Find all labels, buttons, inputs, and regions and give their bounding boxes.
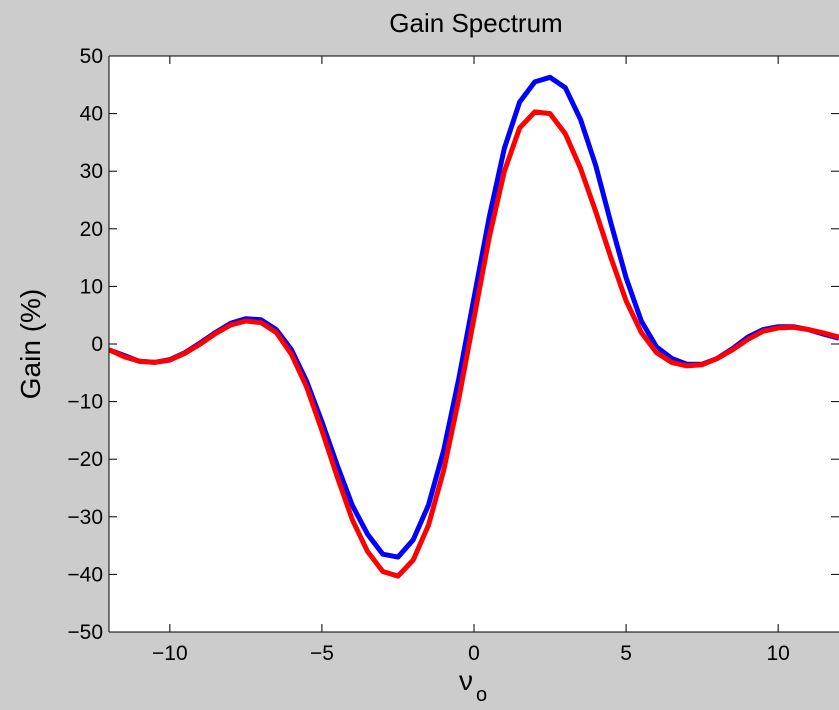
y-tick-label: 50	[80, 45, 103, 68]
series-line-1	[109, 109, 839, 579]
y-tick-label: −10	[67, 391, 103, 414]
x-tick-label: 5	[620, 642, 632, 665]
plot-area	[109, 56, 839, 632]
chart-title: Gain Spectrum	[389, 8, 562, 38]
x-axis-label: ν	[459, 665, 473, 696]
y-tick-label: 0	[91, 333, 103, 356]
x-tick-label: −10	[152, 642, 188, 665]
y-tick-label: −40	[67, 563, 103, 586]
y-tick-label: 30	[80, 160, 103, 183]
x-tick-label: 10	[766, 642, 789, 665]
series-lines	[109, 74, 839, 579]
y-tick-label: −50	[67, 621, 103, 644]
y-tick-label: −30	[67, 506, 103, 529]
x-tick-label: −5	[310, 642, 334, 665]
y-tick-label: 20	[80, 218, 103, 241]
x-tick-label: 0	[468, 642, 480, 665]
y-axis-label: Gain (%)	[15, 289, 46, 399]
y-tick-label: 40	[80, 103, 103, 126]
y-tick-label: 10	[80, 275, 103, 298]
y-tick-label: −20	[67, 448, 103, 471]
x-axis-label-subscript: o	[476, 684, 487, 706]
